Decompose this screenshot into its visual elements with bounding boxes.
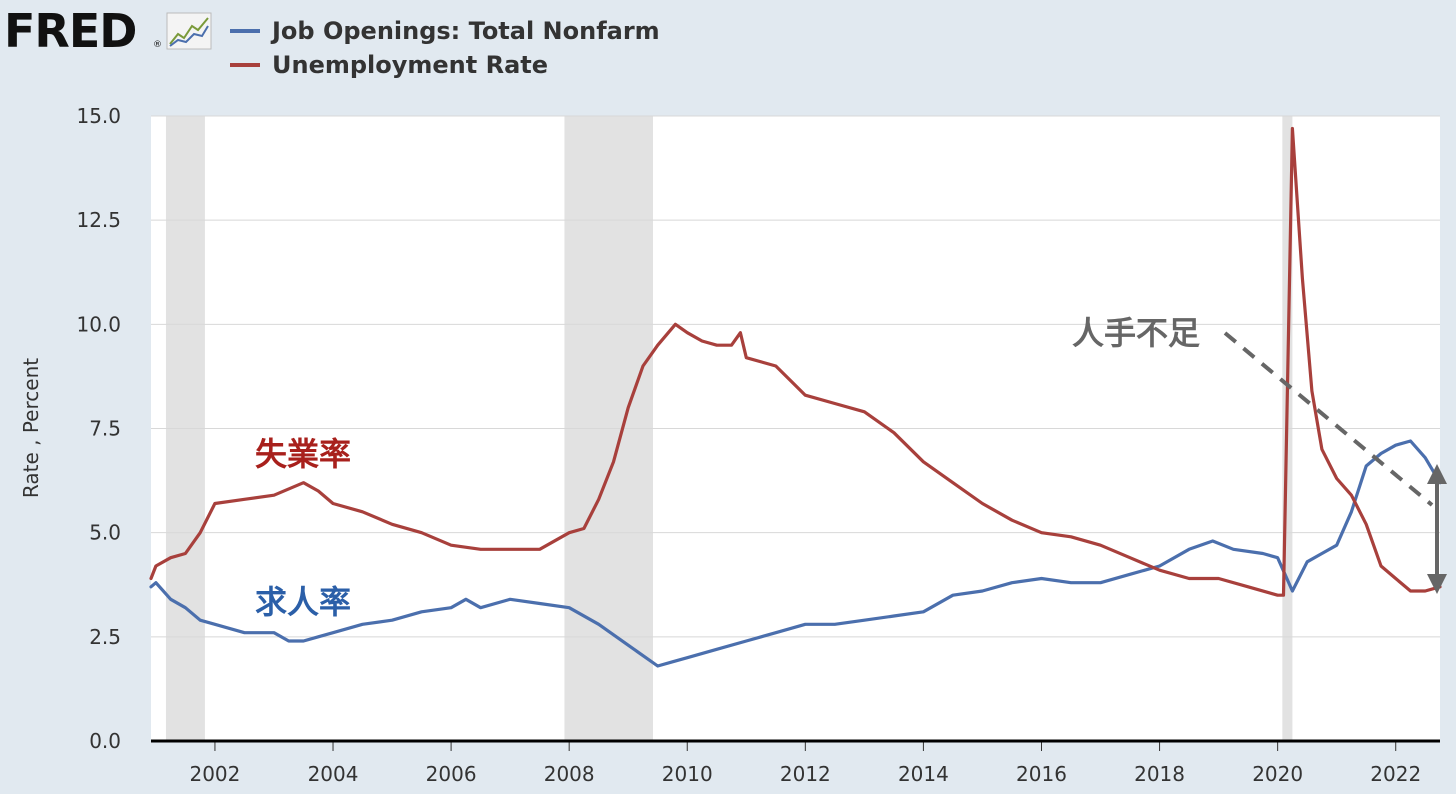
labor-shortage-trend-line [1223,331,1434,507]
x-axis-ticks: 2002 2004 2006 2008 2010 2012 2014 2016 2018 2020… [189,741,1421,786]
legend-item-unemployment[interactable]: Unemployment Rate [230,48,660,82]
x-tick-label: 2020 [1252,762,1303,786]
legend-swatch-unemployment [230,63,260,67]
y-axis-label: Rate , Percent [19,358,43,498]
gridlines [151,115,1440,638]
x-tick-label: 2006 [426,762,477,786]
y-tick-label: 12.5 [76,208,121,232]
annotation-labor-shortage: 人手不足 [1072,314,1200,352]
y-tick-label: 0.0 [89,729,121,753]
x-tick-label: 2018 [1134,762,1185,786]
chart-legend: Job Openings: Total Nonfarm Unemployment… [230,14,660,82]
legend-label-unemployment: Unemployment Rate [272,51,549,79]
registered-mark: ® [153,40,162,50]
x-tick-label: 2012 [780,762,831,786]
job-openings-line[interactable] [149,439,1442,668]
y-tick-label: 2.5 [89,625,121,649]
x-tick-label: 2022 [1370,762,1421,786]
x-tick-label: 2014 [898,762,949,786]
gap-arrow-down-head [1427,574,1447,594]
legend-swatch-job-openings [230,29,260,33]
x-tick-label: 2008 [544,762,595,786]
legend-label-job-openings: Job Openings: Total Nonfarm [272,17,660,45]
fred-logo[interactable]: FRED [4,4,137,58]
unemployment-rate-line[interactable] [149,126,1442,597]
y-tick-label: 7.5 [89,417,121,441]
x-tick-label: 2004 [308,762,359,786]
y-axis-ticks: 0.0 2.5 5.0 7.5 10.0 12.5 15.0 [76,104,121,753]
x-tick-label: 2002 [189,762,240,786]
y-tick-label: 5.0 [89,521,121,545]
chart-series [149,126,1442,668]
line-graph-icon [166,12,212,50]
y-tick-label: 10.0 [76,312,121,336]
x-tick-label: 2010 [662,762,713,786]
y-tick-label: 15.0 [76,104,121,128]
x-tick-label: 2016 [1016,762,1067,786]
annotation-unemployment: 失業率 [255,435,351,473]
annotation-job-openings: 求人率 [255,583,351,621]
gap-arrow-up-head [1427,464,1447,484]
chart-header: FRED ® Job Openings: Total Nonfarm Unemp… [0,0,1456,100]
legend-item-job-openings[interactable]: Job Openings: Total Nonfarm [230,14,660,48]
